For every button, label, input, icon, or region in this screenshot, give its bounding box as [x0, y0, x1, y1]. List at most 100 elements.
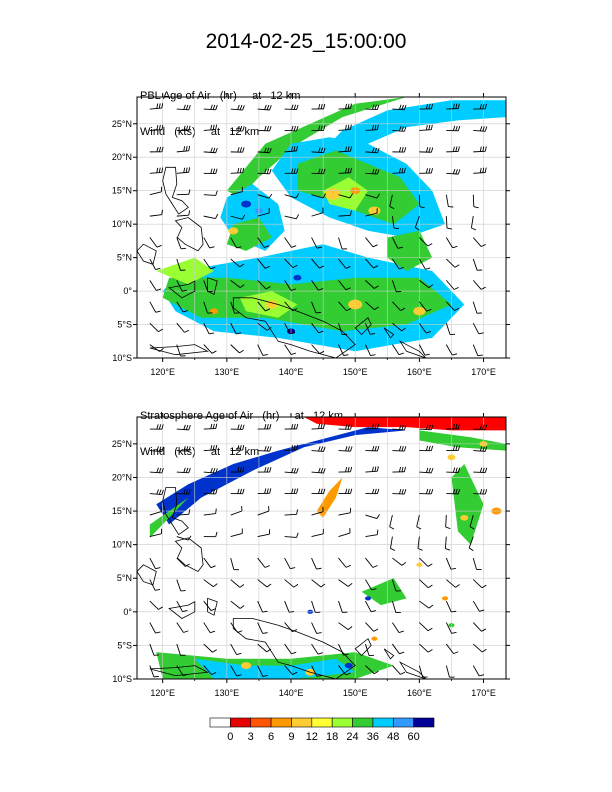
wind-barb	[203, 129, 216, 131]
wind-barb-feather	[188, 167, 191, 173]
wind-barb-feather	[350, 466, 353, 472]
wind-barb-feather	[401, 446, 404, 452]
wind-barb-feather	[318, 288, 324, 291]
wind-barb	[257, 510, 270, 516]
wind-barb-feather	[425, 488, 429, 494]
wind-barb	[176, 493, 189, 495]
wind-barb-feather	[183, 424, 186, 430]
wind-barb-feather	[323, 103, 326, 109]
colorbar-swatch	[270, 717, 292, 728]
wind-barb-feather	[295, 193, 300, 199]
wind-barb	[230, 533, 243, 538]
lon-tick-label: 170°E	[471, 367, 496, 377]
wind-barb-feather	[454, 264, 460, 268]
wind-barb-feather	[425, 125, 428, 131]
wind-barb-feather	[158, 146, 162, 152]
lat-tick-label: 5°S	[117, 320, 132, 330]
wind-barb-feather	[318, 446, 321, 452]
wind-barb-feather	[242, 445, 245, 451]
shaded-region	[361, 578, 407, 606]
wind-barb-feather	[266, 125, 270, 131]
wind-barb-feather	[372, 488, 375, 494]
shaded-region	[149, 497, 189, 538]
wind-barb-feather	[158, 328, 163, 333]
wind-barb-feather	[291, 488, 294, 494]
coastline	[137, 564, 157, 586]
wind-barb	[149, 665, 155, 678]
wind-barb-feather	[296, 145, 298, 151]
lat-tick-label: 10°N	[112, 219, 132, 229]
lon-tick-label: 140°E	[279, 367, 304, 377]
wind-barb	[338, 214, 351, 217]
wind-barb-feather	[266, 583, 272, 588]
coastline	[149, 344, 209, 356]
wind-barb-feather	[215, 168, 218, 174]
wind-barb-feather	[318, 125, 321, 131]
wind-barb-feather	[484, 126, 488, 132]
wind-barb-feather	[215, 213, 219, 219]
wind-barb-feather	[155, 310, 161, 313]
wind-barb-feather	[269, 446, 272, 452]
wind-barb-feather	[183, 104, 186, 110]
wind-barb-feather	[401, 489, 404, 495]
lat-tick-label: 10°S	[112, 674, 132, 684]
wind-barb-feather	[269, 467, 272, 473]
wind-barb-feather	[371, 588, 377, 591]
wind-barb-feather	[212, 104, 216, 110]
shaded-region	[365, 596, 372, 601]
wind-barb-feather	[390, 548, 396, 551]
wind-barb-feather	[210, 423, 213, 429]
wind-barb	[365, 301, 375, 311]
wind-barb-feather	[188, 489, 191, 495]
wind-barb-feather	[427, 584, 433, 589]
wind-barb-feather	[210, 467, 213, 473]
wind-barb-feather	[430, 445, 434, 451]
wind-barb-feather	[296, 423, 299, 429]
wind-barb	[472, 344, 479, 356]
wind-barb-feather	[346, 308, 352, 312]
shaded-region	[303, 417, 506, 431]
wind-barb-feather	[457, 467, 461, 473]
wind-barb-feather	[295, 214, 300, 219]
wind-barb	[472, 622, 482, 632]
wind-barb	[311, 322, 320, 334]
colorbar-swatch	[392, 717, 414, 728]
wind-barb	[472, 600, 480, 612]
wind-barb	[284, 536, 297, 538]
wind-barb	[445, 301, 455, 311]
wind-barb-feather	[469, 526, 475, 530]
wind-barb	[365, 557, 374, 568]
wind-barb	[419, 129, 432, 131]
wind-barb	[365, 622, 374, 632]
wind-barb	[284, 643, 292, 655]
wind-barb-feather	[374, 423, 377, 429]
wind-barb-feather	[430, 424, 434, 430]
wind-barb-feather	[453, 286, 459, 290]
wind-barb-feather	[183, 446, 186, 452]
wind-barb-feather	[398, 466, 402, 472]
wind-barb-feather	[430, 168, 433, 174]
shaded-region	[427, 327, 438, 335]
wind-barb-feather	[188, 125, 191, 131]
wind-barb-feather	[320, 103, 323, 110]
wind-barb	[392, 557, 403, 566]
wind-barb	[472, 665, 480, 677]
lon-tick-label: 140°E	[279, 688, 304, 698]
wind-barb	[419, 622, 429, 632]
wind-barb	[230, 643, 237, 655]
wind-barb-feather	[264, 446, 267, 452]
wind-barb	[392, 622, 400, 633]
wind-barb	[338, 301, 347, 312]
wind-barb-feather	[372, 445, 375, 451]
wind-barb	[472, 301, 478, 314]
wind-barb-feather	[484, 467, 488, 473]
wind-barb-feather	[293, 423, 296, 430]
wind-barb-feather	[347, 124, 350, 130]
wind-barb-feather	[183, 489, 186, 495]
wind-barb	[149, 258, 156, 270]
wind-barb	[230, 108, 243, 111]
wind-barb-feather	[425, 147, 429, 153]
wind-barb	[365, 280, 375, 289]
wind-barb	[284, 322, 291, 335]
shaded-region	[460, 514, 469, 521]
